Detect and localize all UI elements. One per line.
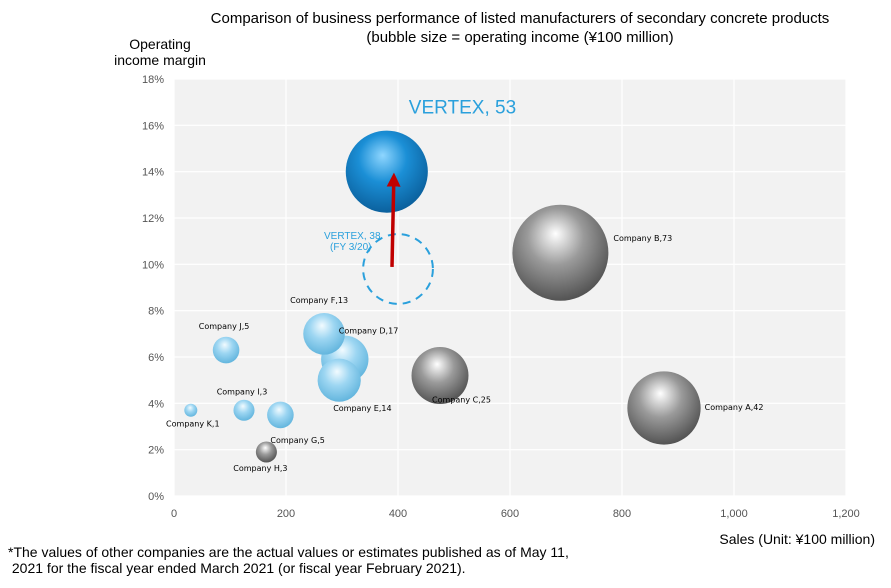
- bubble-company-e-14: [317, 358, 361, 402]
- label-company-j-5: Company J,5: [199, 322, 250, 331]
- bubble-company-c-25: [411, 347, 469, 405]
- previous-vertex-label: VERTEX, 38: [324, 231, 381, 242]
- footnote: *The values of other companies are the a…: [8, 544, 569, 576]
- label-company-g-5: Company G,5: [270, 436, 324, 445]
- y-tick-label: 12%: [142, 213, 164, 225]
- y-axis-label: Operating income margin: [100, 36, 220, 68]
- bubble-vertex-53: [345, 130, 428, 213]
- label-company-i-3: Company I,3: [217, 387, 268, 396]
- x-tick-label: 1,200: [832, 508, 860, 520]
- x-axis-label: Sales (Unit: ¥100 million): [719, 531, 875, 547]
- bubble-company-f-13: [303, 313, 345, 355]
- y-tick-label: 16%: [142, 120, 164, 132]
- bubble-company-b-73: [512, 204, 609, 301]
- bubble-company-a-42: [627, 371, 701, 445]
- label-company-c-25: Company C,25: [432, 396, 491, 405]
- label-vertex-53: VERTEX, 53: [409, 98, 516, 119]
- y-axis-label-line2: income margin: [114, 52, 206, 68]
- label-company-e-14: Company E,14: [333, 404, 391, 413]
- y-tick-label: 6%: [148, 352, 164, 364]
- bubble-company-j-5: [212, 336, 240, 364]
- y-axis-label-line1: Operating: [129, 36, 191, 52]
- label-company-a-42: Company A,42: [705, 403, 764, 412]
- label-company-k-1: Company K,1: [166, 419, 219, 428]
- label-company-h-3: Company H,3: [233, 464, 287, 473]
- x-tick-label: 400: [389, 508, 407, 520]
- label-company-b-73: Company B,73: [613, 234, 672, 243]
- bubble-company-i-3: [233, 399, 255, 421]
- bubble-company-g-5: [267, 401, 294, 429]
- bubble-company-h-3: [255, 441, 277, 463]
- x-tick-label: 1,000: [720, 508, 748, 520]
- x-tick-label: 600: [501, 508, 519, 520]
- y-tick-label: 0%: [148, 491, 164, 503]
- chart-title: Comparison of business performance of li…: [150, 9, 890, 47]
- chart-title-line2: (bubble size = operating income (¥100 mi…: [366, 29, 674, 46]
- y-tick-label: 18%: [142, 74, 164, 86]
- footnote-line1: *The values of other companies are the a…: [8, 544, 569, 560]
- chart-title-line1: Comparison of business performance of li…: [210, 10, 830, 27]
- y-tick-label: 2%: [148, 445, 164, 457]
- y-tick-label: 4%: [148, 398, 164, 410]
- x-tick-label: 0: [171, 508, 177, 520]
- bubble-company-k-1: [184, 403, 198, 417]
- y-tick-label: 10%: [142, 259, 164, 271]
- y-tick-label: 14%: [142, 167, 164, 179]
- x-tick-label: 800: [613, 508, 631, 520]
- footnote-line2: 2021 for the fiscal year ended March 202…: [8, 560, 466, 576]
- label-company-f-13: Company F,13: [290, 296, 348, 305]
- label-company-d-17: Company D,17: [339, 326, 398, 335]
- y-tick-label: 8%: [148, 306, 164, 318]
- x-tick-label: 200: [277, 508, 295, 520]
- previous-vertex-bubble: [362, 233, 434, 305]
- previous-vertex-sublabel: (FY 3/20): [330, 242, 372, 253]
- growth-arrow: [386, 172, 401, 268]
